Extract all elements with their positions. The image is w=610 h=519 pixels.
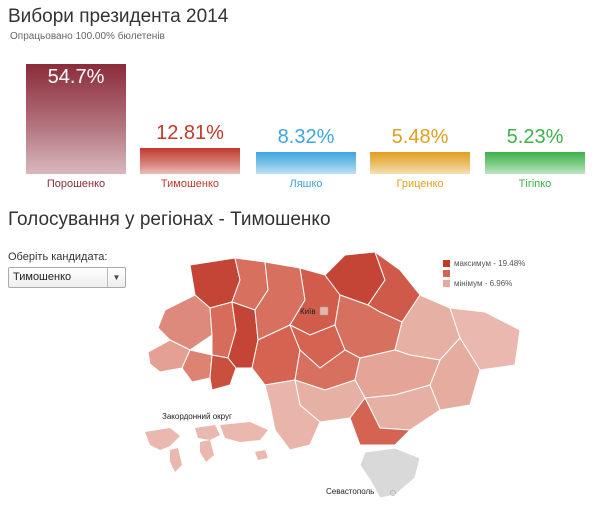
candidate-select-value: Тимошенко xyxy=(13,271,72,283)
result-pct-1: 12.81% xyxy=(156,122,224,144)
result-bar-0[interactable] xyxy=(26,64,126,174)
result-bar-1[interactable] xyxy=(140,148,240,174)
result-name-3: Гриценко xyxy=(396,178,444,190)
region-chernivtsi[interactable] xyxy=(209,354,237,391)
regions-title: Голосування у регіонах - Тимошенко xyxy=(8,209,331,230)
result-pct-2: 8.32% xyxy=(277,126,335,148)
sevastopol-marker[interactable] xyxy=(390,490,396,496)
region-crimea xyxy=(359,447,421,499)
abroad-district-map[interactable] xyxy=(145,422,268,472)
map-label-abroad: Закордонний округ xyxy=(162,412,232,421)
ukraine-region-map xyxy=(145,250,521,499)
map-label-sevastopol: Севастополь xyxy=(326,487,375,496)
map-label-kyiv: Київ xyxy=(300,307,316,316)
legend-swatch-max xyxy=(443,260,450,267)
kyiv-marker[interactable] xyxy=(319,306,329,316)
page-title: Вибори президента 2014 xyxy=(8,6,229,27)
result-pct-0: 54.7% xyxy=(47,66,105,88)
results-bar-chart: 54.7% Порошенко 12.81% Тимошенко 8.32% Ляшко 5… xyxy=(0,0,610,200)
region-kherson[interactable] xyxy=(349,397,412,446)
result-name-4: Тігіпко xyxy=(518,178,552,190)
legend-min-label: мінімум - 6.96% xyxy=(454,279,513,288)
legend-swatch-min xyxy=(443,280,450,287)
result-pct-3: 5.48% xyxy=(391,126,449,148)
result-bar-2[interactable] xyxy=(256,152,356,174)
legend-max-label: максимум - 19.48% xyxy=(454,259,526,268)
result-name-0: Порошенко xyxy=(46,178,106,190)
legend-swatch-mid xyxy=(443,270,450,277)
region-ivano-frankivsk[interactable] xyxy=(181,349,213,383)
region-odesa[interactable] xyxy=(264,379,321,451)
candidate-select[interactable]: Тимошенко ▼ xyxy=(8,267,126,288)
result-pct-4: 5.23% xyxy=(506,126,564,148)
result-name-1: Тимошенко xyxy=(160,178,220,190)
result-bar-4[interactable] xyxy=(485,152,585,174)
ballots-processed: Опрацьовано 100.00% бюлетенів xyxy=(10,31,165,42)
result-name-2: Ляшко xyxy=(289,178,323,190)
chevron-down-icon[interactable]: ▼ xyxy=(107,268,125,287)
candidate-select-label: Оберіть кандидата: xyxy=(8,251,108,263)
result-bar-3[interactable] xyxy=(370,152,470,174)
region-lviv[interactable] xyxy=(157,294,213,351)
